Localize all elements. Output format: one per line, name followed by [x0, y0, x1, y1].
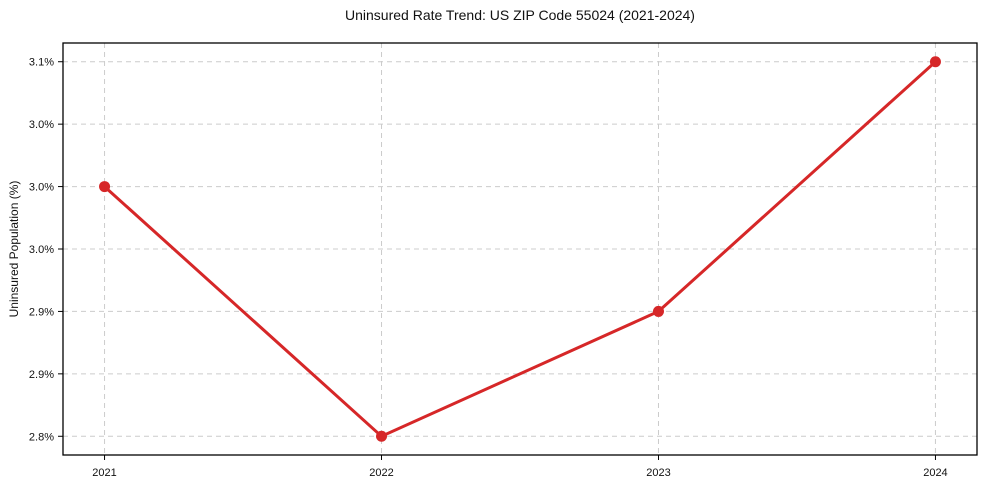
plot-border	[62, 42, 978, 456]
chart-title: Uninsured Rate Trend: US ZIP Code 55024 …	[345, 7, 695, 23]
data-point	[99, 181, 111, 193]
x-tick-label: 2024	[923, 467, 947, 479]
y-tick-label: 3.1%	[29, 57, 54, 69]
trend-line	[103, 60, 937, 438]
x-tick-label: 2023	[646, 467, 670, 479]
y-tick-label: 2.8%	[29, 431, 54, 443]
y-tick-label: 3.0%	[29, 182, 54, 194]
data-point	[376, 430, 388, 442]
y-tick-label: 2.9%	[29, 369, 54, 381]
data-point	[929, 56, 941, 68]
data-point	[652, 305, 664, 317]
y-tick-label: 3.0%	[29, 244, 54, 256]
x-tick-label: 2022	[369, 467, 393, 479]
y-tick-label: 3.0%	[29, 119, 54, 131]
x-tick-label: 2021	[92, 467, 116, 479]
y-tick-label: 2.9%	[29, 306, 54, 318]
